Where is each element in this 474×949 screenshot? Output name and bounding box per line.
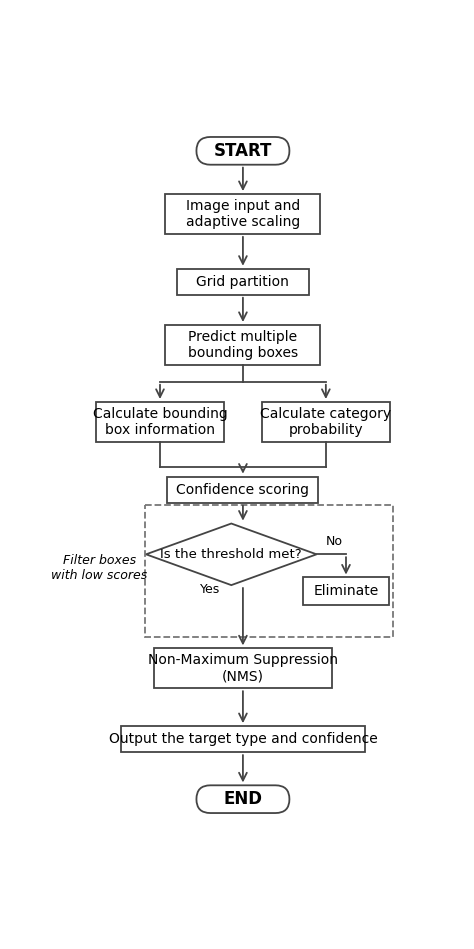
FancyBboxPatch shape — [196, 786, 290, 813]
FancyBboxPatch shape — [167, 476, 319, 503]
Text: Grid partition: Grid partition — [197, 275, 289, 288]
FancyBboxPatch shape — [121, 726, 365, 753]
Text: END: END — [223, 791, 263, 809]
FancyBboxPatch shape — [177, 269, 309, 295]
FancyBboxPatch shape — [154, 648, 332, 688]
Text: Calculate bounding
box information: Calculate bounding box information — [92, 407, 228, 437]
Text: Is the threshold met?: Is the threshold met? — [161, 548, 302, 561]
Text: Non-Maximum Suppression
(NMS): Non-Maximum Suppression (NMS) — [148, 653, 338, 683]
FancyBboxPatch shape — [262, 401, 390, 442]
Polygon shape — [146, 524, 317, 586]
FancyBboxPatch shape — [303, 577, 389, 605]
Text: Image input and
adaptive scaling: Image input and adaptive scaling — [186, 199, 300, 229]
Text: Filter boxes
with low scores: Filter boxes with low scores — [51, 554, 148, 582]
Text: Confidence scoring: Confidence scoring — [176, 483, 310, 496]
FancyBboxPatch shape — [96, 401, 224, 442]
FancyBboxPatch shape — [165, 194, 320, 234]
Text: START: START — [214, 141, 272, 159]
Text: Eliminate: Eliminate — [313, 585, 379, 598]
Text: Predict multiple
bounding boxes: Predict multiple bounding boxes — [188, 330, 298, 360]
Text: Calculate category
probability: Calculate category probability — [260, 407, 392, 437]
FancyBboxPatch shape — [196, 137, 290, 165]
FancyBboxPatch shape — [165, 325, 320, 365]
Text: No: No — [326, 534, 343, 548]
Text: Output the target type and confidence: Output the target type and confidence — [109, 732, 377, 746]
Text: Yes: Yes — [200, 584, 220, 596]
